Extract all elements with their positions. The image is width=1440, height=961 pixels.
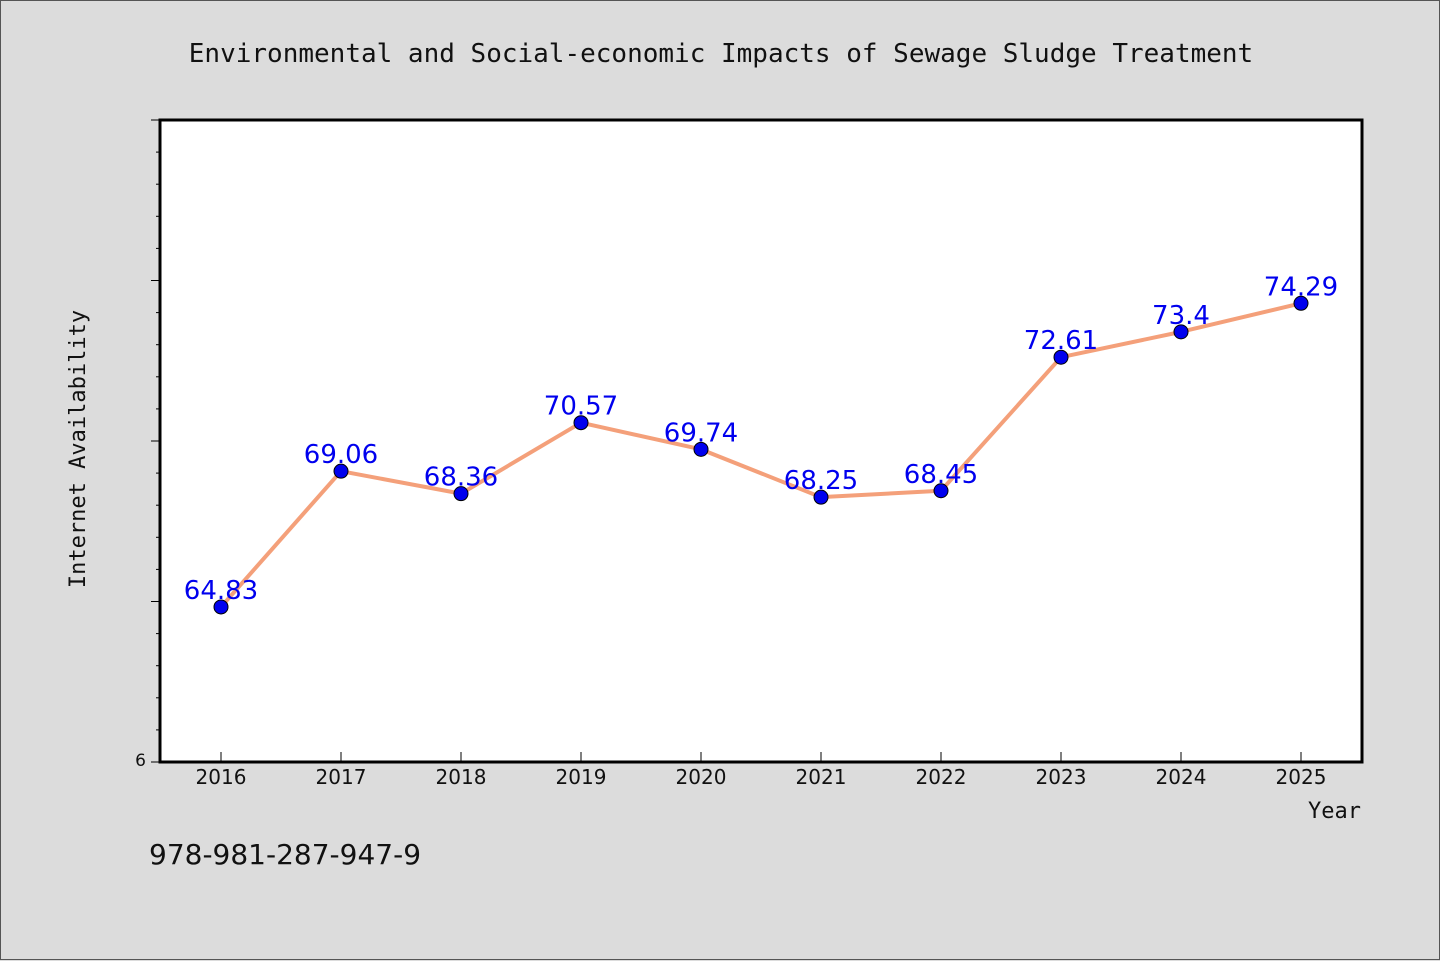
x-tick-label: 2021 xyxy=(796,765,847,789)
x-tick-label: 2020 xyxy=(676,765,727,789)
data-points xyxy=(213,295,1309,615)
data-label: 68.45 xyxy=(904,460,978,490)
y-axis-ticks xyxy=(151,119,160,763)
data-label: 72.61 xyxy=(1024,326,1098,356)
data-point xyxy=(693,441,709,457)
data-point xyxy=(333,463,349,479)
data-point xyxy=(933,483,949,499)
data-point xyxy=(573,415,589,431)
data-point xyxy=(1053,349,1069,365)
data-point xyxy=(213,599,229,615)
data-labels: 64.83 69.06 68.36 70.57 69.74 68.25 68.45 72.61… xyxy=(184,272,1338,606)
x-tick-label: 2018 xyxy=(436,765,487,789)
x-tick-label: 2025 xyxy=(1276,765,1327,789)
data-point xyxy=(1293,295,1309,311)
data-label: 74.29 xyxy=(1264,272,1338,302)
data-label: 68.36 xyxy=(424,463,498,493)
x-tick-label: 2022 xyxy=(916,765,967,789)
data-point xyxy=(453,486,469,502)
chart-title: Environmental and Social-economic Impact… xyxy=(189,39,1253,69)
series-line xyxy=(219,301,1302,609)
y-tick-label: 6 xyxy=(135,751,146,771)
x-tick-label: 2023 xyxy=(1036,765,1087,789)
series-line-group xyxy=(219,301,1302,609)
data-label: 70.57 xyxy=(544,392,618,422)
x-axis-ticks: 2016 2017 2018 2019 2020 2021 2022 2023 2024 2025 xyxy=(196,752,1327,789)
data-point xyxy=(813,489,829,505)
data-point xyxy=(1173,324,1189,340)
plot-area xyxy=(158,118,1364,764)
x-tick-label: 2016 xyxy=(196,765,247,789)
isbn-text: 978-981-287-947-9 xyxy=(149,838,421,871)
x-tick-label: 2019 xyxy=(556,765,607,789)
data-label: 68.25 xyxy=(784,466,858,496)
data-label: 73.4 xyxy=(1152,301,1210,331)
x-tick-label: 2017 xyxy=(316,765,367,789)
x-axis-label: Year xyxy=(1308,799,1361,824)
data-label: 64.83 xyxy=(184,576,258,606)
data-label: 69.06 xyxy=(304,440,378,470)
x-tick-label: 2024 xyxy=(1156,765,1207,789)
data-label: 69.74 xyxy=(664,418,738,448)
y-axis-label: Internet Availability xyxy=(66,310,91,588)
